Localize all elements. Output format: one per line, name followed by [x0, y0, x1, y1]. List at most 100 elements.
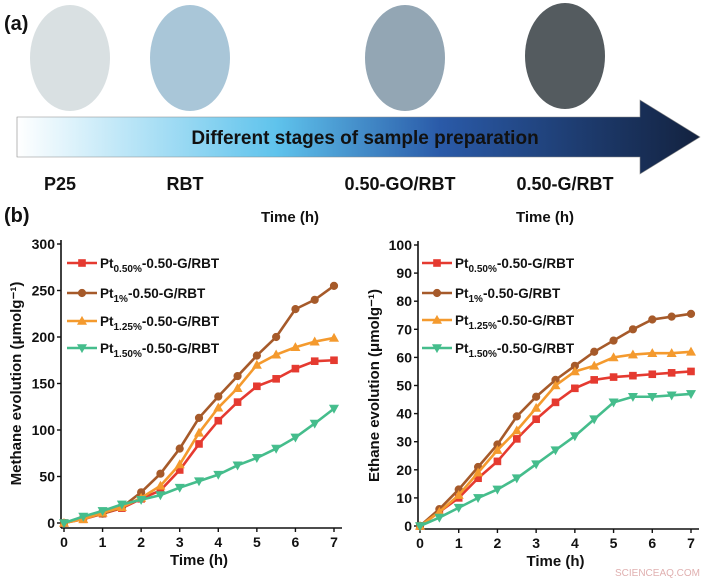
data-point: [608, 398, 619, 408]
data-point: [251, 359, 262, 369]
data-point: [453, 489, 464, 499]
data-point: [213, 402, 224, 412]
data-point: [590, 376, 599, 384]
legend-label-rest: -0.50-G/RBT: [497, 256, 575, 271]
data-point: [647, 392, 658, 402]
x-tick-label: 0: [416, 535, 424, 551]
data-point: [193, 477, 205, 487]
y-tick-label: 30: [396, 434, 412, 450]
legend-label-rest: -0.50-G/RBT: [128, 286, 206, 301]
data-point: [686, 309, 696, 318]
x-tick-label: 3: [532, 535, 540, 551]
legend-label-sub: 1.25%: [114, 322, 142, 333]
x-tick-label: 5: [253, 534, 261, 550]
data-point: [233, 371, 242, 381]
preparation-arrow: Different stages of sample preparation: [16, 99, 701, 175]
data-point: [531, 402, 542, 412]
y-axis-label: Ethane evolution (μmolg⁻¹): [366, 289, 383, 482]
data-point: [589, 360, 600, 370]
data-point: [667, 312, 676, 321]
data-point: [571, 384, 579, 393]
data-point: [414, 522, 426, 532]
legend-label: Pt1.50%-0.50-G/RBT: [100, 341, 220, 360]
sample-disc: [365, 5, 445, 111]
legend-label-base: Pt: [100, 286, 114, 301]
data-point: [174, 483, 185, 493]
data-point: [493, 457, 502, 466]
top-axis-label: Time (h): [516, 209, 574, 226]
legend-marker: [432, 288, 442, 298]
data-point: [511, 425, 522, 435]
legend-label-base: Pt: [455, 313, 469, 328]
data-point: [608, 352, 619, 362]
x-tick-label: 7: [330, 534, 338, 550]
data-point: [232, 461, 243, 471]
data-point: [156, 469, 165, 478]
legend-marker: [431, 344, 443, 354]
series-1-50pct: [414, 390, 697, 532]
top-axis-label: Time (h): [261, 209, 319, 226]
data-point: [213, 470, 224, 480]
y-tick-label: 0: [404, 518, 412, 534]
x-tick-label: 3: [176, 534, 184, 550]
legend-marker: [433, 259, 441, 267]
x-tick-label: 4: [571, 535, 579, 551]
data-point: [271, 349, 282, 359]
legend-label-sub: 1.50%: [469, 349, 497, 360]
legend-label-sub: 1%: [114, 294, 129, 305]
data-point: [628, 325, 638, 334]
data-point: [253, 382, 261, 391]
y-tick-label: 20: [396, 462, 412, 478]
x-tick-label: 2: [137, 534, 145, 550]
data-point: [233, 398, 242, 406]
y-tick-label: 100: [389, 237, 413, 253]
legend-label-rest: -0.50-G/RBT: [142, 314, 220, 329]
data-point: [666, 348, 677, 357]
data-point: [214, 392, 223, 401]
y-axis-label: Methane evolution (μmolg⁻¹): [8, 282, 25, 486]
y-tick-label: 200: [32, 329, 56, 345]
legend-marker: [431, 314, 443, 324]
data-point: [329, 281, 339, 290]
sample-label: 0.50-GO/RBT: [344, 174, 455, 194]
sample-label: 0.50-G/RBT: [516, 174, 613, 194]
series-1-25pct: [58, 332, 340, 527]
legend-label-sub: 1.25%: [469, 321, 497, 332]
data-point: [155, 491, 166, 501]
legend-label-base: Pt: [455, 256, 469, 271]
data-point: [532, 392, 541, 401]
arrow-text: Different stages of sample preparation: [191, 128, 538, 149]
data-point: [511, 474, 522, 484]
sample-label: P25: [44, 174, 76, 194]
data-point: [194, 413, 204, 423]
y-tick-label: 40: [396, 406, 412, 422]
data-point: [272, 332, 281, 342]
x-tick-label: 4: [214, 534, 222, 550]
data-point: [687, 367, 695, 376]
y-tick-label: 50: [39, 469, 55, 485]
arrow-shape: [16, 99, 701, 175]
data-point: [473, 494, 484, 504]
data-point: [609, 373, 618, 381]
y-tick-label: 60: [396, 349, 412, 365]
legend-item: Pt0.50%-0.50-G/RBT: [67, 256, 220, 275]
x-tick-label: 0: [60, 534, 68, 550]
data-point: [310, 295, 319, 304]
data-point: [271, 444, 282, 454]
legend-label-rest: -0.50-G/RBT: [142, 341, 220, 356]
legend-label-rest: -0.50-G/RBT: [483, 286, 561, 301]
data-point: [629, 371, 637, 380]
legend-item: Pt1%-0.50-G/RBT: [67, 286, 206, 305]
y-tick-label: 0: [47, 515, 55, 531]
legend-label-rest: -0.50-G/RBT: [142, 256, 220, 271]
legend-label: Pt1%-0.50-G/RBT: [100, 286, 206, 305]
legend-label: Pt1.25%-0.50-G/RBT: [100, 314, 220, 333]
data-point: [272, 375, 280, 383]
ethane-chart: Time (h)0 1 2 3 4 5 6 70102030405060708090100Ti…: [366, 209, 699, 570]
data-point: [251, 454, 262, 464]
y-tick-label: 100: [32, 422, 56, 438]
data-point: [195, 440, 203, 448]
data-point: [155, 480, 166, 490]
legend-item: Pt1.50%-0.50-G/RBT: [67, 341, 220, 360]
